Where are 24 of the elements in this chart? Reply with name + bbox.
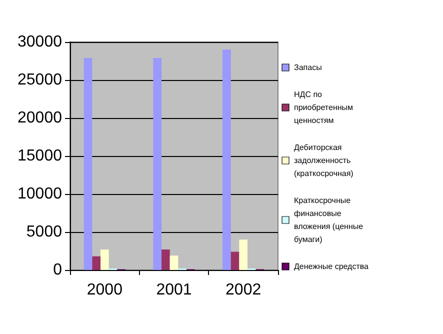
y-tick-label: 0 [53,262,62,278]
bar [100,249,109,270]
bar [230,252,240,270]
legend-label: Дебиторская задолженность (краткосрочная) [294,143,354,178]
y-tick-label: 15000 [18,148,62,164]
bar [84,58,92,270]
y-tick-label: 25000 [18,72,62,88]
y-tick-label: 10000 [18,186,62,202]
x-tick-label: 2000 [86,282,123,298]
x-tick-label: 2002 [226,282,262,298]
legend-label: Запасы [294,63,322,72]
legend-label: Краткосрочные финансовые вложения (ценные бумаги) [294,196,366,244]
bar [222,50,231,270]
x-tick-label: 2001 [156,282,192,298]
bar [239,240,248,270]
legend-label: НДС по приобретенным ценностям [294,90,356,125]
y-tick-label: 30000 [18,34,62,50]
bar [153,58,162,270]
y-tick-label: 20000 [18,110,62,126]
legend-label: Денежные средства [294,262,370,271]
y-tick-label: 5000 [26,224,62,240]
bar [92,256,101,270]
bar [170,256,178,270]
bar [162,249,170,270]
